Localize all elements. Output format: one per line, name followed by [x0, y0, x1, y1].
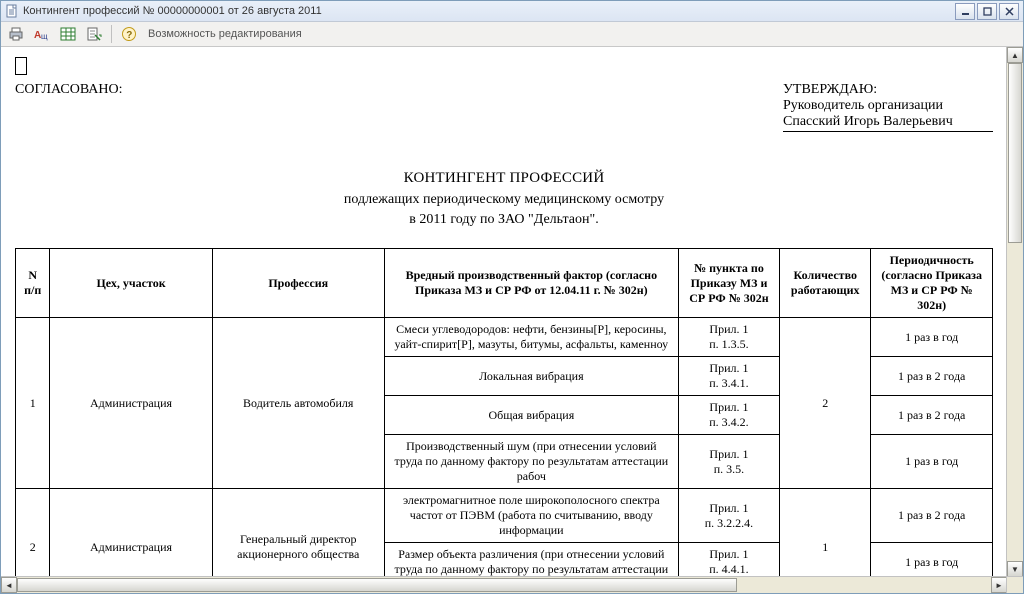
scroll-down-button[interactable]: ▼ [1007, 561, 1023, 577]
minimize-button[interactable] [955, 3, 975, 20]
cell-count: 1 [780, 489, 871, 577]
cell-prof: Генеральный директор акционерного общест… [212, 489, 384, 577]
toolbar-separator [111, 25, 112, 43]
maximize-button[interactable] [977, 3, 997, 20]
doc-title-line3: в 2011 году по ЗАО "Дельтаон". [15, 210, 993, 230]
doc-title: КОНТИНГЕНТ ПРОФЕССИЙ подлежащих периодич… [15, 168, 993, 230]
cell-period: 1 раз в 2 года [871, 489, 993, 543]
page: СОГЛАСОВАНО: УТВЕРЖДАЮ: Руководитель орг… [1, 47, 1007, 577]
svg-text:щ: щ [41, 32, 48, 41]
app-window: Контингент профессий № 00000000001 от 26… [0, 0, 1024, 594]
toolbar: A щ [1, 22, 1023, 47]
cell-num: 2 [16, 489, 50, 577]
cell-point: Прил. 1п. 1.3.5. [678, 318, 779, 357]
help-button[interactable]: ? [118, 23, 140, 45]
print-button[interactable] [5, 23, 27, 45]
approve-role: Руководитель организации [783, 98, 993, 114]
cell-period: 1 раз в год [871, 435, 993, 489]
cell-num: 1 [16, 318, 50, 489]
window-title: Контингент профессий № 00000000001 от 26… [23, 5, 322, 17]
cell-period: 1 раз в год [871, 543, 993, 577]
edit-mode-label[interactable]: Возможность редактирования [144, 28, 302, 40]
table-row: 2АдминистрацияГенеральный директор акцио… [16, 489, 993, 543]
export-excel-button[interactable] [57, 23, 79, 45]
document-icon [5, 4, 19, 18]
vscroll-thumb[interactable] [1008, 63, 1022, 243]
cell-factor: Общая вибрация [384, 396, 678, 435]
svg-text:?: ? [126, 30, 132, 41]
doc-header: СОГЛАСОВАНО: УТВЕРЖДАЮ: Руководитель орг… [15, 82, 993, 132]
cell-prof: Водитель автомобиля [212, 318, 384, 489]
agree-label: СОГЛАСОВАНО: [15, 82, 123, 97]
viewport: СОГЛАСОВАНО: УТВЕРЖДАЮ: Руководитель орг… [1, 47, 1023, 593]
doc-title-line2: подлежащих периодическому медицинскому о… [15, 190, 993, 210]
cell-factor: Производственный шум (при отнесении усло… [384, 435, 678, 489]
cell-count: 2 [780, 318, 871, 489]
approve-block: УТВЕРЖДАЮ: Руководитель организации Спас… [783, 82, 993, 132]
scroll-left-button[interactable]: ◄ [1, 577, 17, 593]
vertical-scrollbar[interactable]: ▲ ▼ [1006, 47, 1023, 577]
approve-label: УТВЕРЖДАЮ: [783, 82, 993, 98]
properties-button[interactable] [83, 23, 105, 45]
agree-block: СОГЛАСОВАНО: [15, 82, 123, 132]
scroll-corner [1006, 576, 1023, 593]
cell-dept: Администрация [50, 489, 212, 577]
window-controls [955, 3, 1019, 20]
cell-point: Прил. 1п. 4.4.1. [678, 543, 779, 577]
col-prof: Профессия [212, 249, 384, 318]
titlebar: Контингент профессий № 00000000001 от 26… [1, 1, 1023, 22]
cell-factor: Смеси углеводородов: нефти, бензины[Р], … [384, 318, 678, 357]
text-cursor [15, 57, 27, 75]
font-tool-button[interactable]: A щ [31, 23, 53, 45]
cell-factor: Локальная вибрация [384, 357, 678, 396]
col-count: Количество работающих [780, 249, 871, 318]
cell-point: Прил. 1п. 3.4.2. [678, 396, 779, 435]
cell-factor: Размер объекта различения (при отнесении… [384, 543, 678, 577]
scroll-up-button[interactable]: ▲ [1007, 47, 1023, 63]
approve-name: Спасский Игорь Валерьевич [783, 114, 993, 132]
col-dept: Цех, участок [50, 249, 212, 318]
main-table: N п/п Цех, участок Профессия Вредный про… [15, 248, 993, 577]
table-body: 1АдминистрацияВодитель автомобиляСмеси у… [16, 318, 993, 577]
cell-point: Прил. 1п. 3.2.2.4. [678, 489, 779, 543]
col-point: № пункта по Приказу МЗ и СР РФ № 302н [678, 249, 779, 318]
cell-point: Прил. 1п. 3.4.1. [678, 357, 779, 396]
cell-dept: Администрация [50, 318, 212, 489]
vscroll-track[interactable] [1007, 63, 1023, 561]
hscroll-thumb[interactable] [17, 578, 737, 592]
table-row: 1АдминистрацияВодитель автомобиляСмеси у… [16, 318, 993, 357]
col-factor: Вредный производственный фактор (согласн… [384, 249, 678, 318]
horizontal-scrollbar[interactable]: ◄ ► [1, 576, 1007, 593]
cell-period: 1 раз в 2 года [871, 357, 993, 396]
table-header-row: N п/п Цех, участок Профессия Вредный про… [16, 249, 993, 318]
scroll-right-button[interactable]: ► [991, 577, 1007, 593]
doc-title-line1: КОНТИНГЕНТ ПРОФЕССИЙ [15, 168, 993, 190]
close-button[interactable] [999, 3, 1019, 20]
col-num: N п/п [16, 249, 50, 318]
hscroll-track[interactable] [17, 577, 991, 593]
cell-factor: электромагнитное поле широкополосного сп… [384, 489, 678, 543]
cell-point: Прил. 1п. 3.5. [678, 435, 779, 489]
cell-period: 1 раз в 2 года [871, 396, 993, 435]
col-period: Периодичность (согласно Приказа МЗ и СР … [871, 249, 993, 318]
cell-period: 1 раз в год [871, 318, 993, 357]
